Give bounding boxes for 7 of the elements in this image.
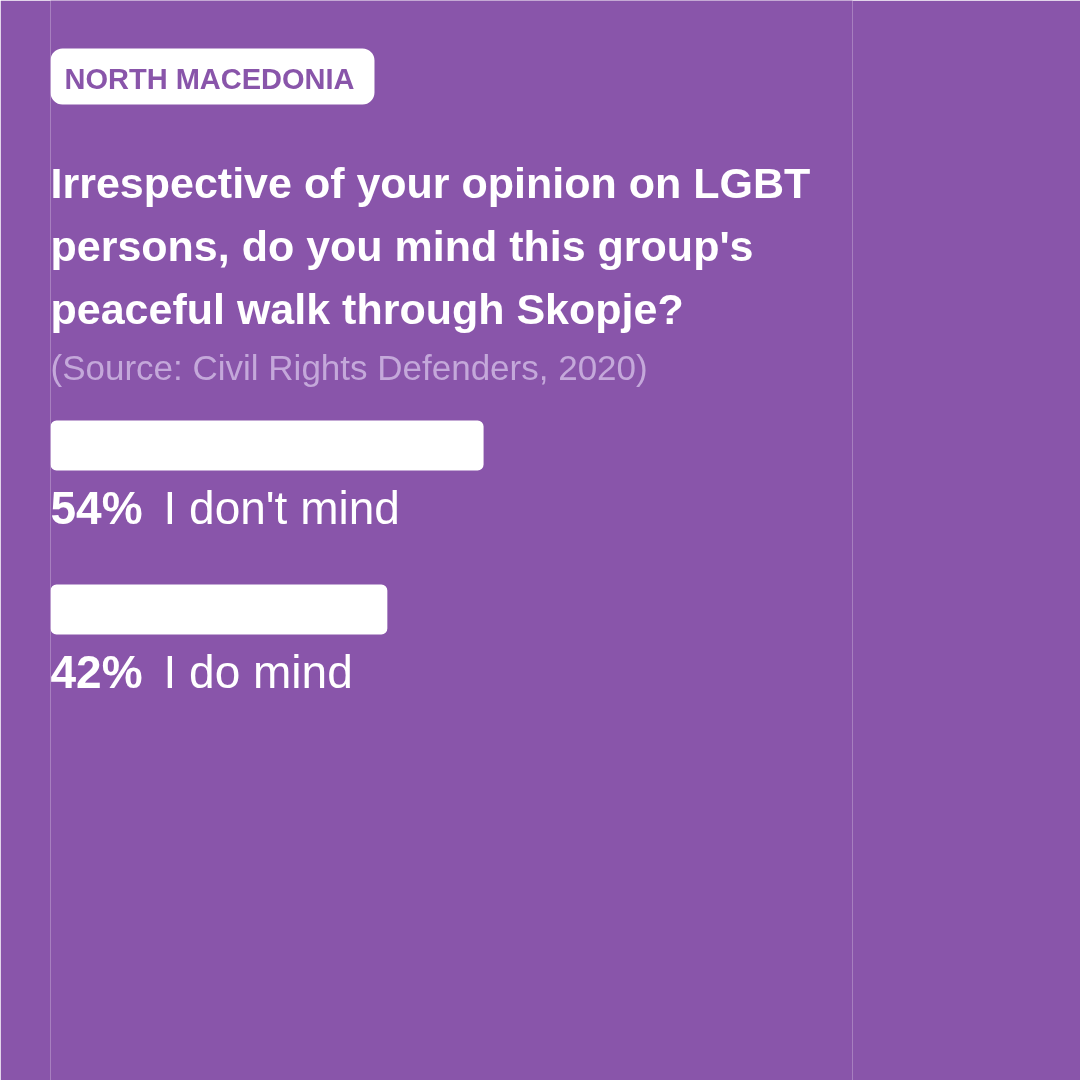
chart-subtitle: NORTH MACEDONIA [64,62,355,95]
text: (Source: Civil Rights Defenders, 2020) [50,348,648,387]
data-label: 42% [50,645,143,698]
y-tick-label: I don't mind [163,481,400,534]
data-label: 54% [50,481,143,534]
y-tick-label: I do mind [163,645,353,698]
chart-title: Irrespective of your opinion on LGBT persons, do you mind this group's peaceful walk through Skopje? [50,158,811,333]
